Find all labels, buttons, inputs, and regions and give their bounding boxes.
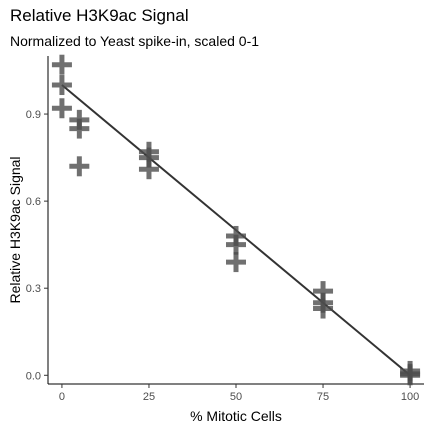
data-point <box>51 75 72 96</box>
chart-title: Relative H3K9ac Signal <box>10 6 189 25</box>
data-point <box>226 234 246 255</box>
data-point <box>69 118 90 139</box>
data-point <box>138 159 159 180</box>
x-axis-title: % Mitotic Cells <box>190 408 282 424</box>
x-tick-label: 75 <box>317 391 329 403</box>
x-tick-label: 50 <box>230 391 242 403</box>
data-point <box>400 365 421 386</box>
y-tick-label: 0.0 <box>26 370 41 382</box>
data-point <box>51 98 72 119</box>
x-tick-label: 25 <box>143 391 155 403</box>
data-point <box>313 298 334 319</box>
data-point <box>226 252 246 273</box>
chart-subtitle: Normalized to Yeast spike-in, scaled 0-1 <box>10 33 260 49</box>
x-tick-label: 100 <box>401 391 419 403</box>
data-point <box>51 54 72 75</box>
y-tick-label: 0.6 <box>26 196 41 208</box>
y-tick-label: 0.9 <box>26 109 41 121</box>
y-axis-title: Relative H3K9ac Signal <box>7 156 23 303</box>
y-tick-label: 0.3 <box>26 283 41 295</box>
data-point <box>69 156 90 177</box>
x-tick-label: 0 <box>59 391 65 403</box>
